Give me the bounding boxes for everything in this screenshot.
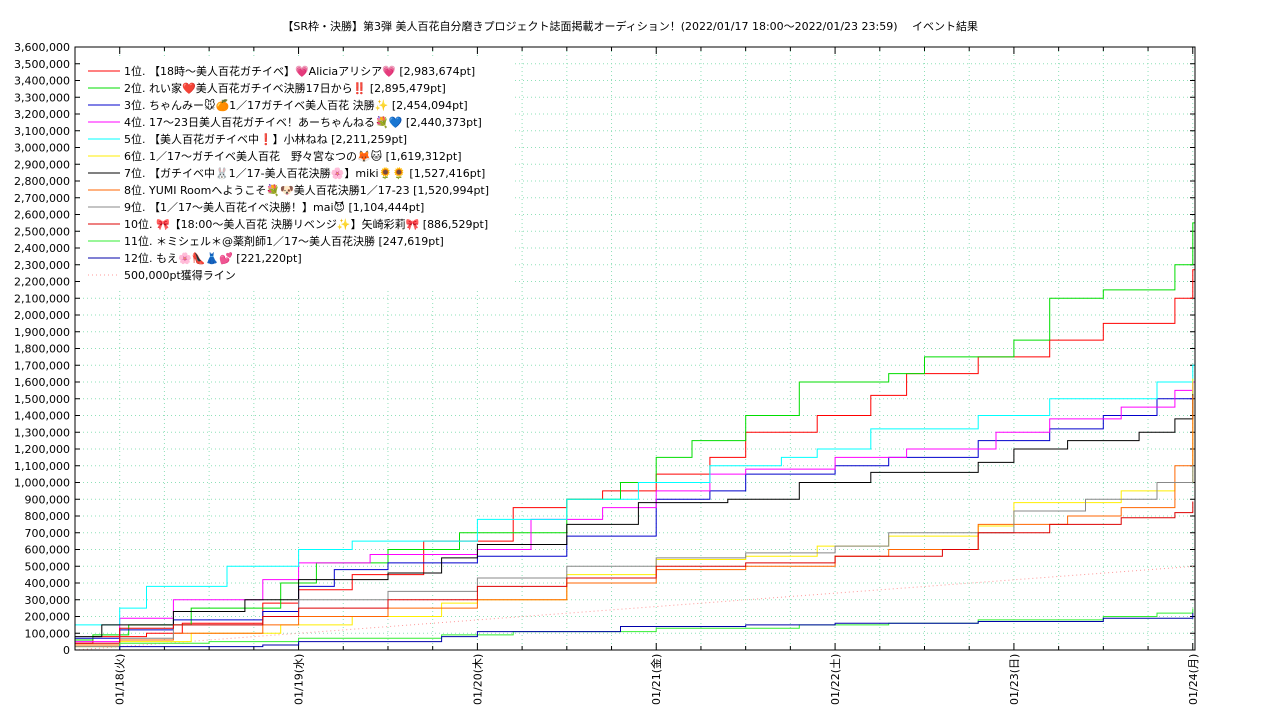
- legend-label: 2位. れい家❤️美人百花ガチイベ決勝17日から‼️ [2,895,479pt]: [124, 81, 446, 95]
- x-tick-label: 01/18(火): [114, 654, 127, 705]
- y-tick-label: 1,100,000: [14, 460, 70, 473]
- y-tick-label: 3,000,000: [14, 142, 70, 155]
- y-tick-label: 2,700,000: [14, 192, 70, 205]
- series-line: [75, 608, 1194, 651]
- legend-label: 4位. 17～23日美人百花ガチイベ！あーちゃんねる💐💙 [2,440,373p…: [124, 115, 482, 129]
- series-lines: [74, 150, 1196, 651]
- legend-label: 7位. 【ガチイベ中🐰1／17-美人百花決勝🌸】miki🌻🌻 [1,527,41…: [124, 166, 485, 180]
- chart-subtitle: イベント結果: [912, 19, 978, 33]
- y-tick-label: 1,600,000: [14, 376, 70, 389]
- y-tick-label: 2,500,000: [14, 225, 70, 238]
- y-tick-label: 400,000: [25, 577, 71, 590]
- y-tick-label: 3,200,000: [14, 108, 70, 121]
- x-tick-label: 01/19(水): [293, 654, 306, 705]
- y-tick-label: 1,900,000: [14, 326, 70, 339]
- legend-label: 12位. もえ🌸👠👗💕 [221,220pt]: [124, 251, 302, 265]
- y-tick-label: 1,700,000: [14, 359, 70, 372]
- series-line: [75, 378, 1194, 648]
- y-tick-label: 700,000: [25, 527, 71, 540]
- legend-label: 11位. ＊ミシェル＊@薬剤師1／17～美人百花決勝 [247,619pt]: [124, 234, 444, 248]
- series-line: [75, 165, 1196, 641]
- y-tick-label: 200,000: [25, 611, 71, 624]
- legend-label: 9位. 【1／17～美人百花イベ決勝！】mai😈 [1,104,444pt]: [124, 200, 424, 214]
- legend-label: 10位. 🎀【18:00～美人百花 決勝リベンジ✨】矢崎彩莉🎀 [886,529…: [124, 217, 488, 231]
- y-tick-label: 2,000,000: [14, 309, 70, 322]
- chart-title: 【SR枠・決勝】第3弾 美人百花自分磨きプロジェクト誌面掲載オーディション！(2…: [282, 19, 897, 33]
- y-tick-label: 3,400,000: [14, 75, 70, 88]
- y-tick-label: 3,100,000: [14, 125, 70, 138]
- series-line: [75, 501, 1194, 644]
- y-tick-label: 300,000: [25, 594, 71, 607]
- series-line: [75, 612, 1194, 651]
- legend-label: 1位. 【18時～美人百花ガチイベ】💗Aliciaアリシア💗 [2,983,67…: [124, 64, 475, 78]
- y-tick-label: 3,300,000: [14, 91, 70, 104]
- legend-label: 500,000pt獲得ライン: [124, 269, 236, 282]
- series-line: [75, 238, 1196, 639]
- series-line: [75, 279, 1196, 626]
- series-line: [75, 394, 1194, 638]
- y-tick-label: 500,000: [25, 560, 71, 573]
- legend-label: 5位. 【美人百花ガチイベ中❗】小林ねね [2,211,259pt]: [124, 132, 407, 146]
- y-tick-label: 2,800,000: [14, 175, 70, 188]
- y-tick-label: 100,000: [25, 627, 71, 640]
- series-line: [75, 241, 1196, 643]
- y-tick-label: 2,900,000: [14, 158, 70, 171]
- plot-frame: [74, 46, 1196, 651]
- y-tick-label: 3,600,000: [14, 41, 70, 54]
- y-axis: 0 100,000 200,000 300,000 400,000 500,000 600,…: [14, 41, 1195, 657]
- legend-label: 6位. 1／17～ガチイベ美人百花 野々宮なつの🦊🐱 [1,619,312pt]: [124, 149, 462, 163]
- x-tick-label: 01/22(土): [829, 654, 842, 705]
- legend-label: 8位. YUMI Roomへようこそ💐🐶美人百花決勝1／17-23 [1,520…: [124, 183, 489, 197]
- y-tick-label: 1,200,000: [14, 443, 70, 456]
- y-tick-label: 2,400,000: [14, 242, 70, 255]
- legend-label: 3位. ちゃんみー🐭🍊1／17ガチイベ美人百花 決勝✨ [2,454,094pt…: [124, 98, 468, 112]
- y-tick-label: 600,000: [25, 544, 71, 557]
- y-tick-label: 0: [63, 644, 70, 657]
- legend-background: [80, 58, 512, 288]
- x-tick-label: 01/23(日): [1008, 654, 1021, 705]
- series-line: [75, 465, 1194, 648]
- y-tick-label: 800,000: [25, 510, 71, 523]
- x-tick-label: 01/24(月): [1187, 654, 1200, 705]
- x-tick-label: 01/20(木): [471, 654, 484, 705]
- y-tick-label: 1,300,000: [14, 426, 70, 439]
- y-tick-label: 1,400,000: [14, 410, 70, 423]
- y-tick-label: 3,500,000: [14, 58, 70, 71]
- y-tick-label: 900,000: [25, 493, 71, 506]
- y-tick-label: 1,800,000: [14, 343, 70, 356]
- y-tick-label: 1,000,000: [14, 477, 70, 490]
- y-tick-label: 2,100,000: [14, 292, 70, 305]
- y-tick-label: 2,200,000: [14, 276, 70, 289]
- y-tick-label: 1,500,000: [14, 393, 70, 406]
- legend: 1位. 【18時～美人百花ガチイベ】💗Aliciaアリシア💗 [2,983,67…: [80, 58, 512, 288]
- y-tick-label: 2,300,000: [14, 259, 70, 272]
- y-tick-label: 2,600,000: [14, 209, 70, 222]
- x-tick-label: 01/21(金): [649, 654, 663, 705]
- x-axis: 01/18(火) 01/19(水) 01/20(木) 01/21(金) 01/22(土)…: [74, 47, 1200, 705]
